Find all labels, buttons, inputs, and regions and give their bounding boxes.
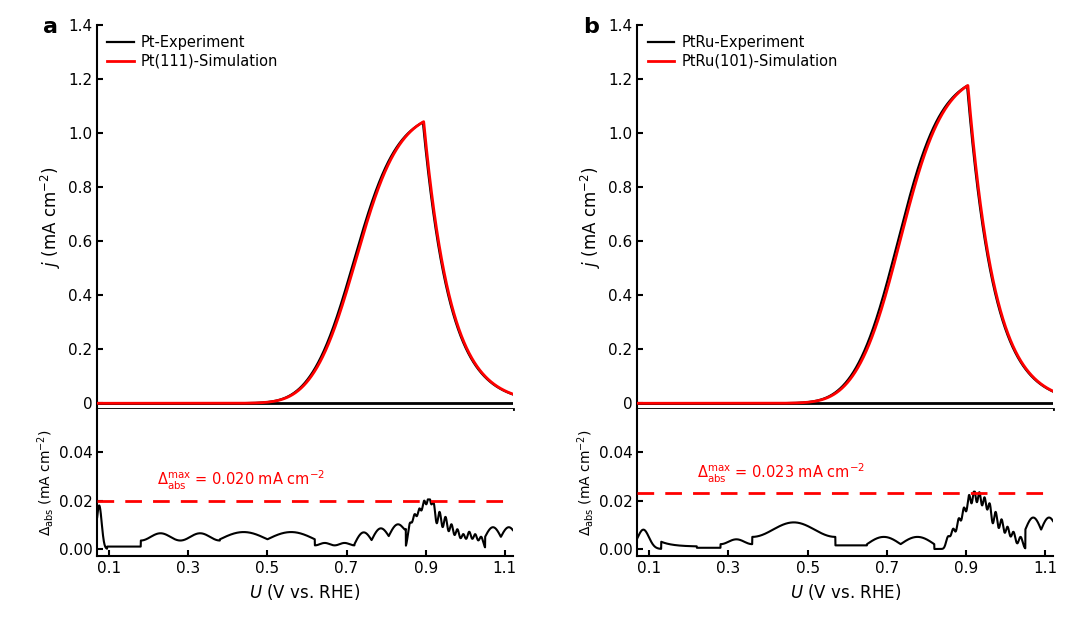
PtRu-Experiment [808, 398, 821, 405]
PtRu(101)-Simulation [994, 306, 1007, 313]
X-axis label: $\it{U}$ (V vs. RHE): $\it{U}$ (V vs. RHE) [249, 582, 361, 602]
Legend: Pt-Experiment, Pt(111)-Simulation: Pt-Experiment, Pt(111)-Simulation [105, 32, 281, 72]
Y-axis label: $\Delta_{\rm abs}$ (mA cm$^{-2}$): $\Delta_{\rm abs}$ (mA cm$^{-2}$) [575, 429, 596, 536]
Pt-Experiment [268, 398, 281, 405]
Pt-Experiment [507, 391, 519, 398]
PtRu(101)-Simulation [678, 399, 691, 407]
Pt(111)-Simulation [138, 399, 151, 407]
PtRu-Experiment [960, 82, 973, 89]
Pt(111)-Simulation [507, 390, 519, 398]
Legend: PtRu-Experiment, PtRu(101)-Simulation: PtRu-Experiment, PtRu(101)-Simulation [645, 32, 840, 72]
Line: PtRu(101)-Simulation: PtRu(101)-Simulation [637, 86, 1053, 403]
Pt-Experiment [91, 399, 104, 407]
PtRu-Experiment [678, 399, 691, 407]
Pt(111)-Simulation [163, 399, 176, 407]
PtRu(101)-Simulation [961, 82, 974, 89]
Pt-Experiment [417, 119, 430, 126]
PtRu-Experiment [631, 399, 644, 407]
PtRu-Experiment [791, 399, 804, 407]
Pt-Experiment [498, 388, 511, 395]
Pt-Experiment [163, 399, 176, 407]
PtRu(101)-Simulation [703, 399, 716, 407]
Line: PtRu-Experiment: PtRu-Experiment [637, 86, 1053, 403]
Pt(111)-Simulation [268, 398, 281, 405]
PtRu(101)-Simulation [1047, 388, 1059, 395]
PtRu-Experiment [1039, 384, 1052, 391]
Pt-Experiment [251, 399, 264, 407]
Line: Pt(111)-Simulation: Pt(111)-Simulation [97, 122, 513, 403]
Pt(111)-Simulation [417, 118, 430, 126]
Pt(111)-Simulation [251, 399, 264, 407]
PtRu-Experiment [1047, 388, 1059, 395]
PtRu-Experiment [994, 309, 1007, 316]
PtRu-Experiment [703, 399, 716, 407]
Pt(111)-Simulation [454, 328, 467, 336]
PtRu(101)-Simulation [631, 399, 644, 407]
X-axis label: $\it{U}$ (V vs. RHE): $\it{U}$ (V vs. RHE) [789, 582, 901, 602]
Text: $\Delta_{\rm abs}^{\rm max}$ = 0.023 mA cm$^{-2}$: $\Delta_{\rm abs}^{\rm max}$ = 0.023 mA … [697, 462, 865, 485]
Text: a: a [43, 18, 58, 38]
Pt-Experiment [138, 399, 151, 407]
PtRu(101)-Simulation [791, 399, 804, 407]
Line: Pt-Experiment: Pt-Experiment [97, 122, 513, 403]
PtRu(101)-Simulation [808, 398, 821, 405]
Pt(111)-Simulation [91, 399, 104, 407]
PtRu(101)-Simulation [1039, 383, 1052, 391]
Y-axis label: $j$ (mA cm$^{-2}$): $j$ (mA cm$^{-2}$) [39, 166, 63, 268]
Y-axis label: $\Delta_{\rm abs}$ (mA cm$^{-2}$): $\Delta_{\rm abs}$ (mA cm$^{-2}$) [35, 429, 56, 536]
Pt(111)-Simulation [498, 387, 511, 394]
Text: $\Delta_{\rm abs}^{\rm max}$ = 0.020 mA cm$^{-2}$: $\Delta_{\rm abs}^{\rm max}$ = 0.020 mA … [157, 469, 325, 492]
Pt-Experiment [454, 331, 467, 338]
Y-axis label: $j$ (mA cm$^{-2}$): $j$ (mA cm$^{-2}$) [579, 166, 603, 268]
Text: b: b [583, 18, 599, 38]
